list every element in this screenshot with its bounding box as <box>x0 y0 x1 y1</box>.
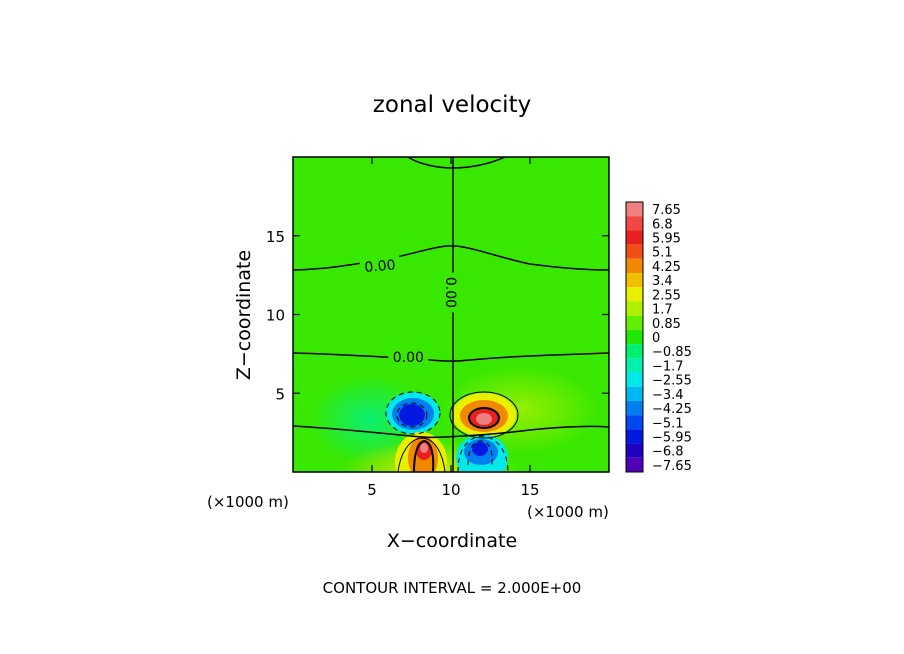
x-unit-right: (×1000 m) <box>527 503 609 521</box>
colorbar-swatch <box>626 358 643 373</box>
z-tick-label: 15 <box>266 228 285 246</box>
colorbar: 7.656.85.955.14.253.42.551.70.850−0.85−1… <box>625 201 692 474</box>
colorbar-label: 6.8 <box>652 217 673 232</box>
z-axis-ticks: 5 10 15 <box>266 228 609 403</box>
colorbar-label: 4.25 <box>652 260 681 275</box>
contour-min-lower-outer <box>457 435 509 472</box>
colorbar-swatch <box>626 230 643 245</box>
colorbar-label: 2.55 <box>652 288 681 303</box>
colorbar-label: −0.85 <box>652 345 692 360</box>
contour-interval-note: CONTOUR INTERVAL = 2.000E+00 <box>323 579 582 597</box>
z-axis-label: Z−coordinate <box>233 250 255 380</box>
contour-label-text: 0.00 <box>442 277 458 308</box>
plot-area: 0.00 0.00 0.00 <box>293 157 609 472</box>
contour-label: 0.00 <box>388 348 429 366</box>
x-tick-label: 5 <box>367 481 377 499</box>
colorbar-label: −2.55 <box>652 374 692 389</box>
z-tick-label: 5 <box>275 385 285 403</box>
contour-label: 0.00 <box>442 272 460 313</box>
zero-contour-middle <box>293 352 609 362</box>
colorbar-swatch <box>626 301 643 316</box>
colorbar-swatch <box>626 372 643 387</box>
colorbar-swatch <box>626 287 643 302</box>
cell-min-lower-l3 <box>472 442 488 456</box>
contour-label-text: 0.00 <box>364 257 396 276</box>
colorbar-swatch <box>626 202 643 217</box>
colorbar-label: −5.1 <box>652 416 684 431</box>
colorbar-swatch <box>626 315 643 330</box>
contour-label: 0.00 <box>359 254 401 276</box>
colorbar-label: 0.85 <box>652 317 681 332</box>
colorbar-swatch <box>626 244 643 259</box>
x-unit-left: (×1000 m) <box>207 493 289 511</box>
colorbar-frame <box>625 201 644 473</box>
contour-min-lower-inner <box>467 440 493 466</box>
colorbar-label: −4.25 <box>652 402 692 417</box>
colorbar-label: 7.65 <box>652 203 681 218</box>
x-axis-label: X−coordinate <box>387 530 517 552</box>
colorbar-swatch <box>626 273 643 288</box>
contour-min-upper-inner <box>396 402 428 428</box>
contour-label-bg <box>444 272 460 313</box>
colorbar-label: −5.95 <box>652 430 692 445</box>
colorbar-label: 3.4 <box>652 274 673 289</box>
x-axis-ticks: 5 10 15 <box>367 157 540 499</box>
colorbar-swatch <box>626 329 643 345</box>
colorbar-label: −6.8 <box>652 445 684 460</box>
colorbar-swatch <box>626 400 643 416</box>
cell-max-upper-l4 <box>476 413 492 425</box>
contour-label-bg <box>359 254 401 275</box>
z-tick-label: 10 <box>266 307 285 325</box>
colorbar-swatch <box>626 415 643 430</box>
x-tick-label: 10 <box>441 481 460 499</box>
zero-contour-lower <box>293 425 609 439</box>
contour-max-lower-inner <box>413 439 435 472</box>
contour-max-lower-outer <box>397 437 446 472</box>
colorbar-swatch <box>626 443 643 458</box>
colorbar-swatch <box>626 258 643 274</box>
colorbar-label: −3.4 <box>652 388 684 403</box>
colorbar-label: −1.7 <box>652 359 684 374</box>
colorbar-swatch <box>626 216 643 231</box>
colorbar-swatch <box>626 344 643 359</box>
contour-label-text: 0.00 <box>393 350 424 366</box>
colorbar-label: −7.65 <box>652 459 692 474</box>
contour-min-upper-outer <box>385 391 441 435</box>
colorbar-label: 5.1 <box>652 246 673 261</box>
contour-max-upper-outer <box>449 391 519 439</box>
contour-max-upper-inner <box>468 407 500 429</box>
chart-title: zonal velocity <box>373 92 531 118</box>
colorbar-swatch <box>626 386 643 401</box>
contour-label-bg <box>388 348 429 365</box>
colorbar-swatch <box>626 429 643 444</box>
colorbar-swatch <box>626 457 643 472</box>
cell-min-upper-l3 <box>399 404 425 426</box>
cell-max-lower-l4 <box>420 443 428 453</box>
colorbar-label: 1.7 <box>652 303 673 318</box>
colorbar-label: 5.95 <box>652 232 681 247</box>
x-tick-label: 15 <box>520 481 539 499</box>
colorbar-label: 0 <box>652 331 660 346</box>
